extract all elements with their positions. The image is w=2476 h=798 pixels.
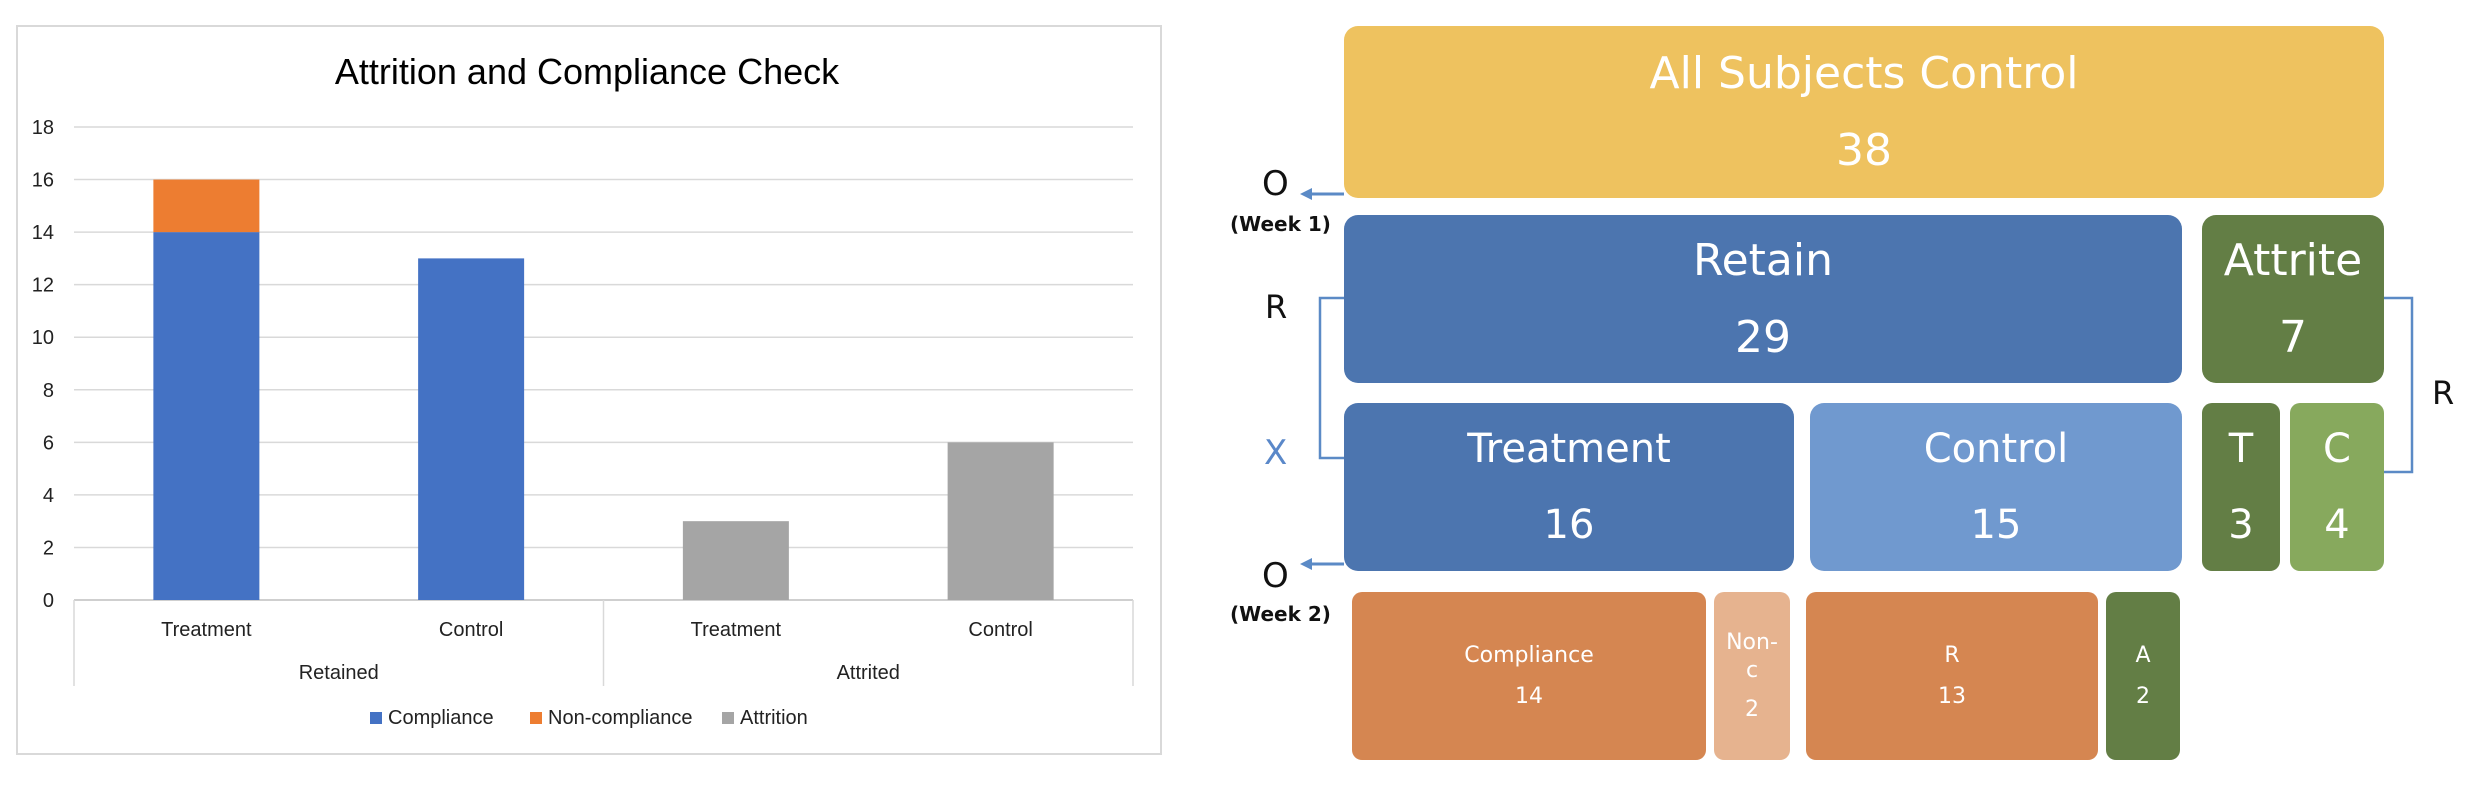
observation-week2-label: O	[1262, 556, 1289, 596]
r-box-value: 13	[1938, 684, 1966, 709]
y-tick-label: 6	[43, 432, 54, 454]
c-label: C	[2323, 426, 2351, 472]
arrow-week2-head	[1300, 558, 1312, 570]
all-subjects-label: All Subjects Control	[1649, 48, 2079, 99]
attrite-label: Attrite	[2223, 235, 2363, 286]
bracket-right	[2384, 296, 2414, 474]
y-tick-label: 10	[32, 327, 54, 349]
a-box-value: 2	[2136, 684, 2150, 709]
y-tick-label: 4	[43, 485, 54, 507]
compliance-value: 14	[1515, 684, 1543, 709]
all-subjects-box: All Subjects Control 38	[1344, 26, 2384, 198]
t-label: T	[2228, 426, 2254, 472]
c-value: 4	[2324, 502, 2350, 548]
bar-compliance	[418, 258, 525, 600]
attrite-value: 7	[2279, 312, 2307, 363]
t-box: T 3	[2202, 403, 2280, 571]
a-box-label: A	[2135, 642, 2151, 668]
chart-panel: Attrition and Compliance Check 0 2 4 6 8 10 12…	[16, 25, 1162, 755]
c-box: C 4	[2290, 403, 2384, 571]
x-tick-label: Treatment	[161, 619, 252, 641]
week2-label: (Week 2)	[1230, 602, 1331, 626]
bar-non-compliance	[153, 179, 260, 233]
compliance-label: Compliance	[1464, 642, 1594, 668]
bar-attrition	[682, 521, 789, 600]
x-group-label: Retained	[299, 662, 379, 684]
treatment-box: Treatment 16	[1344, 403, 1794, 571]
y-tick-label: 0	[43, 590, 54, 612]
legend: Compliance Non-compliance Attrition	[370, 707, 808, 729]
y-tick-label: 14	[32, 222, 54, 244]
randomization-left-label: R	[1265, 288, 1288, 326]
treatment-label: Treatment	[1467, 426, 1671, 472]
bar-compliance	[153, 232, 260, 600]
observation-week1-label: O	[1262, 164, 1289, 204]
legend-swatch	[370, 712, 382, 724]
y-tick-label: 2	[43, 537, 54, 559]
x-group-label: Attrited	[837, 662, 900, 684]
non-compliance-value: 2	[1745, 696, 1759, 722]
non-compliance-label: Non- c	[1726, 629, 1778, 684]
treatment-value: 16	[1543, 502, 1595, 548]
retain-box: Retain 29	[1344, 215, 2182, 383]
y-tick-label: 18	[32, 117, 54, 139]
arrow-week1-head	[1300, 188, 1312, 200]
week1-label: (Week 1)	[1230, 212, 1331, 236]
legend-label: Non-compliance	[548, 707, 693, 729]
bracket-left	[1318, 296, 1344, 460]
legend-swatch	[530, 712, 542, 724]
t-value: 3	[2228, 502, 2254, 548]
retain-label: Retain	[1693, 235, 1833, 286]
y-tick-label: 8	[43, 380, 54, 402]
legend-label: Compliance	[388, 707, 494, 729]
chart-title: Attrition and Compliance Check	[335, 51, 840, 92]
legend-label: Attrition	[740, 707, 808, 729]
non-compliance-box: Non- c 2	[1714, 592, 1790, 760]
r-box: R 13	[1806, 592, 2098, 760]
compliance-box: Compliance 14	[1352, 592, 1706, 760]
legend-swatch	[722, 712, 734, 724]
randomization-right-label: R	[2432, 374, 2455, 412]
retain-value: 29	[1735, 312, 1791, 363]
y-axis-ticks: 0 2 4 6 8 10 12 14 16 18	[32, 117, 54, 612]
y-tick-label: 16	[32, 170, 54, 192]
control-box: Control 15	[1810, 403, 2182, 571]
control-value: 15	[1970, 502, 2022, 548]
attrite-box: Attrite 7	[2202, 215, 2384, 383]
y-tick-label: 12	[32, 275, 54, 297]
x-tick-label: Control	[439, 619, 503, 641]
x-tick-label: Treatment	[691, 619, 782, 641]
x-axis: Treatment Control Treatment Control Retained…	[73, 600, 1134, 686]
intervention-x-label: X	[1264, 433, 1288, 473]
control-label: Control	[1923, 426, 2069, 472]
bar-attrition	[947, 442, 1054, 600]
a-box: A 2	[2106, 592, 2180, 760]
x-tick-label: Control	[968, 619, 1032, 641]
r-box-label: R	[1944, 642, 1960, 668]
all-subjects-value: 38	[1836, 125, 1892, 176]
bars	[153, 179, 1054, 600]
